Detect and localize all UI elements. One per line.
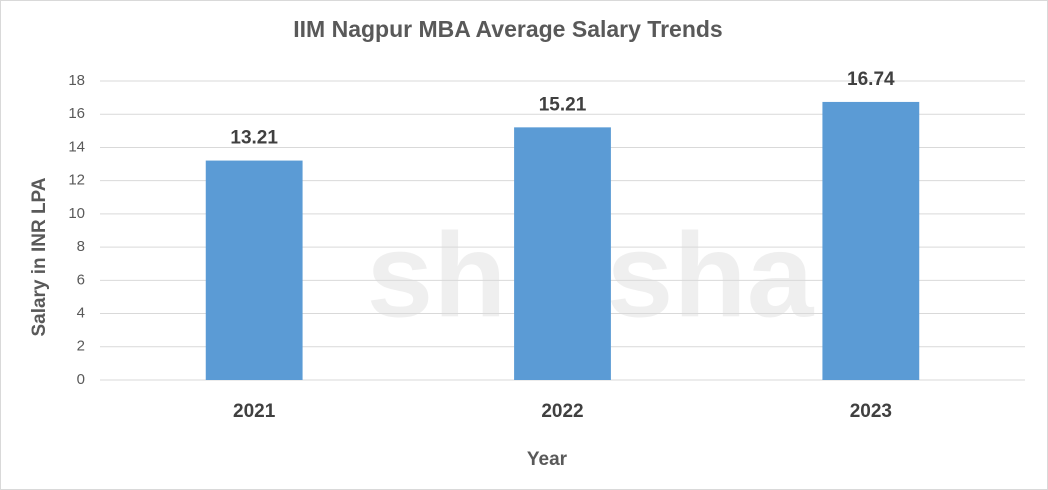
y-tick-label: 6: [77, 271, 85, 288]
bar: [205, 160, 303, 380]
x-tick-label: 2023: [850, 401, 892, 422]
y-tick-label: 18: [68, 72, 85, 89]
value-label: 15.21: [539, 94, 587, 115]
y-tick-label: 0: [77, 371, 85, 388]
y-tick-label: 14: [68, 138, 85, 155]
y-tick-label: 10: [68, 205, 85, 222]
y-tick-label: 4: [77, 305, 85, 322]
y-tick-label: 12: [68, 172, 85, 189]
value-label: 13.21: [230, 128, 278, 149]
y-tick-label: 16: [68, 105, 85, 122]
y-tick-label: 8: [77, 238, 85, 255]
chart-title: IIM Nagpur MBA Average Salary Trends: [293, 16, 722, 42]
x-axis-title: Year: [527, 449, 568, 470]
value-label: 16.74: [847, 69, 895, 90]
y-axis-title: Salary in INR LPA: [29, 177, 50, 336]
bar: [514, 127, 611, 380]
y-tick-label: 2: [77, 338, 85, 355]
bar: [822, 101, 920, 381]
x-tick-label: 2022: [541, 401, 583, 422]
x-tick-label: 2021: [233, 401, 276, 422]
